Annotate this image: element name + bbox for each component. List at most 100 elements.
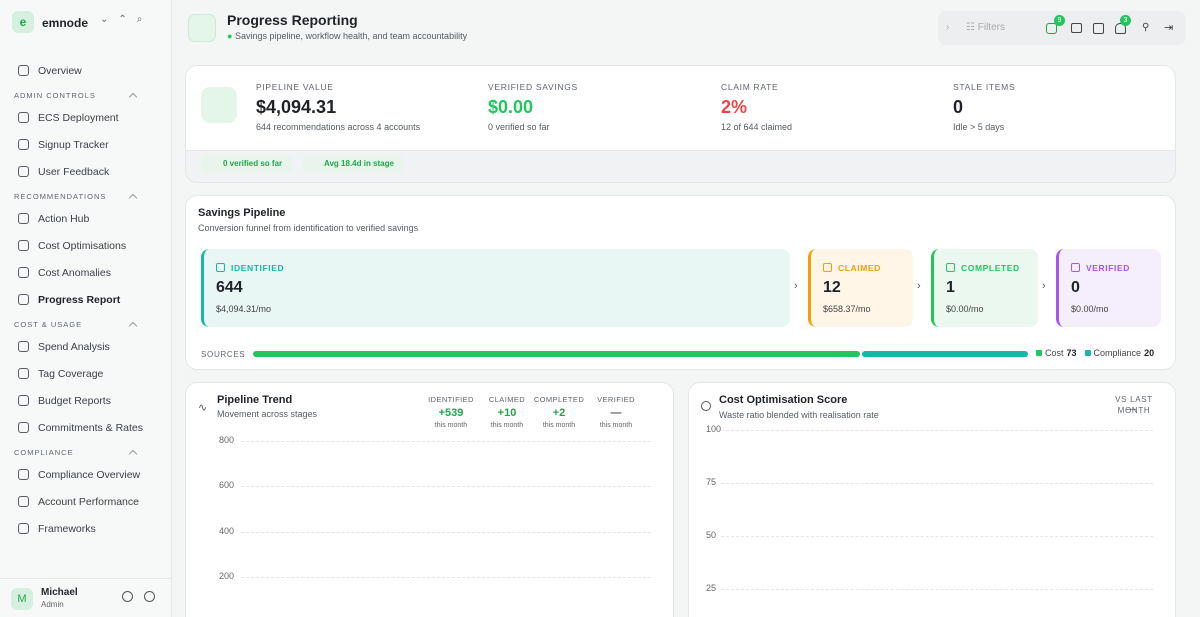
nav-item[interactable]: Overview xyxy=(0,57,172,84)
stage-amount: $4,094.31/mo xyxy=(216,304,272,314)
nav-label[interactable]: Progress Report xyxy=(38,293,121,306)
nav-label[interactable]: User Feedback xyxy=(38,165,110,178)
score-title: Cost Optimisation Score xyxy=(719,394,848,406)
logout-button[interactable]: ⇥ xyxy=(1164,22,1174,34)
user-name: Michael xyxy=(41,587,78,598)
nav-label[interactable]: Overview xyxy=(38,64,82,77)
avatar[interactable]: M xyxy=(11,588,33,610)
settings-button[interactable] xyxy=(122,591,133,602)
filters-button[interactable]: ☷ Filters xyxy=(966,22,1005,33)
nav-section-title[interactable]: ADMIN CONTROLS xyxy=(0,84,110,104)
nav-label[interactable]: Compliance Overview xyxy=(38,468,141,481)
nav: Overview ADMIN CONTROLS ECS Deployment Sign… xyxy=(0,57,172,542)
nav-label[interactable]: Commitments & Rates xyxy=(38,421,144,434)
nav-icon xyxy=(18,496,29,507)
sources-label: SOURCES xyxy=(201,350,246,359)
summary-card: PIPELINE VALUE $4,094.31 644 recommendatio… xyxy=(185,65,1176,183)
legend-swatch xyxy=(1036,350,1042,356)
stat-label: STALE ITEMS xyxy=(953,82,1016,92)
pipeline-card: Savings Pipeline Conversion funnel from … xyxy=(185,195,1176,370)
filters-label[interactable]: Filters xyxy=(977,22,1005,33)
nav-label[interactable]: Tag Coverage xyxy=(38,367,104,380)
nav-item[interactable]: Signup Tracker xyxy=(0,131,172,158)
nav-section-title[interactable]: COMPLIANCE xyxy=(0,441,110,461)
nav-icon xyxy=(18,341,29,352)
score-card: Cost Optimisation Score Waste ratio blen… xyxy=(688,382,1176,617)
nav-item[interactable]: ECS Deployment xyxy=(0,104,172,131)
org-name[interactable]: emnode xyxy=(42,16,89,30)
nav-icon xyxy=(18,267,29,278)
nav-label[interactable]: Signup Tracker xyxy=(38,138,109,151)
nav-item[interactable]: Account Performance xyxy=(0,488,172,515)
stat-value: 2% xyxy=(721,97,748,117)
nav-item[interactable]: Commitments & Rates xyxy=(0,414,172,441)
calendar-button[interactable] xyxy=(1093,23,1104,34)
y-tick-label: 50 xyxy=(706,530,717,540)
trend-stat-label: VERIFIED xyxy=(597,395,635,404)
trend-stat-label: CLAIMED xyxy=(488,395,526,404)
stage-card[interactable]: IDENTIFIED 644 $4,094.31/mo xyxy=(201,249,790,327)
display-button[interactable] xyxy=(1071,23,1082,33)
nav-section-title[interactable]: COST & USAGE xyxy=(0,313,110,333)
y-tick-label: 200 xyxy=(218,571,234,581)
nav-label[interactable]: Account Performance xyxy=(38,495,139,508)
user-role: Admin xyxy=(41,600,64,609)
stage-card[interactable]: CLAIMED 12 $658.37/mo xyxy=(808,249,913,327)
stage-count: 0 xyxy=(1071,279,1080,296)
legend-value: 73 xyxy=(1066,348,1077,358)
preferences-button[interactable]: ⚲ xyxy=(1142,22,1150,33)
nav-item[interactable]: User Feedback xyxy=(0,158,172,185)
grid-line xyxy=(241,531,651,533)
nav-label[interactable]: Cost Optimisations xyxy=(38,239,127,252)
org-controls[interactable]: ⌄⌃⌕ xyxy=(100,14,153,25)
trend-stat-label: COMPLETED xyxy=(533,395,585,404)
nav-item[interactable]: Compliance Overview xyxy=(0,461,172,488)
nav-item[interactable]: Budget Reports xyxy=(0,387,172,414)
stage-label: VERIFIED xyxy=(1086,263,1131,273)
nav-item[interactable]: Cost Optimisations xyxy=(0,232,172,259)
nav-item[interactable]: Cost Anomalies xyxy=(0,259,172,286)
stage-amount: $0.00/mo xyxy=(946,304,984,314)
nav-section-title[interactable]: RECOMMENDATIONS xyxy=(0,185,110,205)
trend-stat-label: IDENTIFIED xyxy=(428,395,474,404)
nav-icon xyxy=(18,213,29,224)
grid-line xyxy=(241,441,651,442)
toolbar-toggle[interactable]: › xyxy=(946,22,950,33)
grid-line xyxy=(721,483,1153,484)
stage-label: CLAIMED xyxy=(838,263,881,273)
stage-label: IDENTIFIED xyxy=(231,263,285,273)
nav-label[interactable]: Cost Anomalies xyxy=(38,266,111,279)
stage-arrow: › xyxy=(917,280,921,292)
stage-card[interactable]: COMPLETED 1 $0.00/mo xyxy=(931,249,1038,327)
stat-sub: 0 verified so far xyxy=(488,122,550,132)
nav-item[interactable]: Action Hub xyxy=(0,205,172,232)
nav-icon xyxy=(18,166,29,177)
nav-item[interactable]: Spend Analysis xyxy=(0,333,172,360)
chip-row: 0 verified so far Avg 18.4d in stage xyxy=(186,150,1175,182)
nav-item[interactable]: Frameworks xyxy=(0,515,172,542)
stage-card[interactable]: VERIFIED 0 $0.00/mo xyxy=(1056,249,1161,327)
trend-stat-sub: this month xyxy=(434,422,468,429)
notifications-badge: 3 xyxy=(1120,15,1131,26)
y-tick-label: 400 xyxy=(218,525,234,536)
nav-item[interactable]: Progress Report xyxy=(0,286,172,313)
org-logo[interactable]: e xyxy=(12,11,34,33)
nav-icon xyxy=(18,469,29,480)
help-button[interactable] xyxy=(144,591,155,602)
launch-button[interactable] xyxy=(1046,23,1057,34)
nav-icon xyxy=(18,139,29,150)
nav-icon xyxy=(18,523,29,534)
stat-label: PIPELINE VALUE xyxy=(256,82,334,92)
trend-stat-sub: this month xyxy=(490,422,524,429)
nav-label[interactable]: Budget Reports xyxy=(38,394,111,407)
nav-icon xyxy=(18,294,29,305)
nav-label[interactable]: Spend Analysis xyxy=(38,340,110,353)
nav-label[interactable]: ECS Deployment xyxy=(38,111,119,124)
nav-icon xyxy=(18,395,29,406)
nav-label[interactable]: Action Hub xyxy=(38,212,90,225)
nav-label[interactable]: Frameworks xyxy=(38,522,96,535)
page-subtitle: ● Savings pipeline, workflow health, and… xyxy=(227,31,468,41)
stat-sub: 12 of 644 claimed xyxy=(721,122,793,132)
nav-item[interactable]: Tag Coverage xyxy=(0,360,172,387)
